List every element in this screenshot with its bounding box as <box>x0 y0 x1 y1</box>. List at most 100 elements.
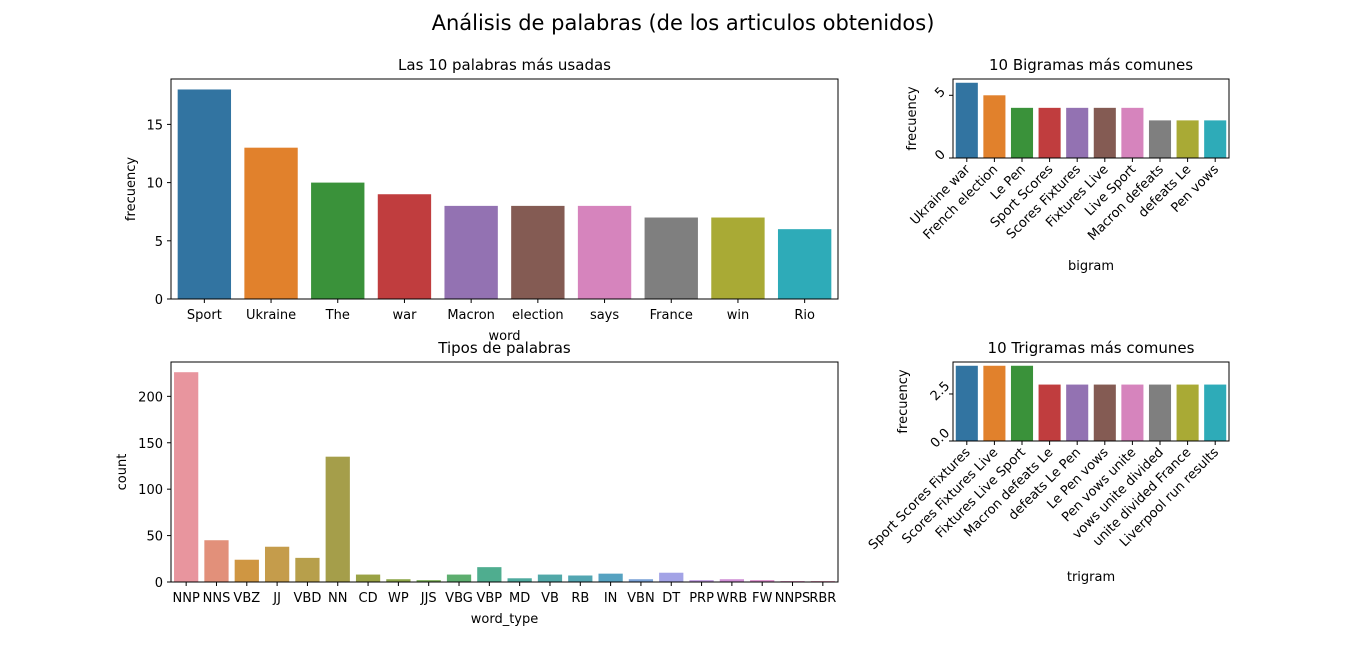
bar <box>416 580 441 582</box>
bar <box>1038 107 1061 158</box>
chart-title: Las 10 palabras más usadas <box>398 56 611 74</box>
x-tick-label: JJS <box>420 591 437 606</box>
y-tick-label: 10 <box>146 177 163 192</box>
bar <box>477 567 502 582</box>
x-tick-label: says <box>590 308 619 323</box>
chart-title: 10 Trigramas más comunes <box>988 339 1195 357</box>
y-tick-label: 0 <box>155 293 163 308</box>
y-tick-label: 200 <box>138 390 163 405</box>
x-tick-label: NNPS <box>775 591 811 606</box>
bar <box>983 365 1006 441</box>
bar <box>750 580 775 582</box>
bar <box>1066 107 1089 158</box>
x-tick-label: Macron <box>447 308 495 323</box>
bar <box>777 229 832 299</box>
x-tick-label: JJ <box>272 591 281 606</box>
x-axis-label: word <box>489 329 521 344</box>
x-tick-label: WRB <box>716 591 747 606</box>
x-tick-label: NNS <box>203 591 231 606</box>
x-tick-label: DT <box>662 591 680 606</box>
y-axis-label: frecuency <box>905 86 920 150</box>
bar <box>295 557 320 582</box>
bar <box>1148 120 1172 158</box>
bar <box>1093 384 1116 441</box>
bar <box>507 578 532 582</box>
y-axis-label: frecuency <box>896 369 911 433</box>
bar <box>644 217 698 299</box>
x-axis-label: bigram <box>1068 259 1114 274</box>
x-tick-label: VBD <box>294 591 322 606</box>
y-tick-label: 100 <box>138 483 163 498</box>
x-tick-label: The <box>325 308 350 323</box>
x-tick-label: VB <box>541 591 559 606</box>
y-tick-label: 2.5 <box>928 379 953 404</box>
bar <box>1148 384 1172 441</box>
x-tick-label: Sport <box>187 308 222 323</box>
axes-frame <box>170 78 839 300</box>
chart-top-words: Sport Ukraine The war Macron election says Fran… <box>124 56 839 344</box>
bar <box>244 147 298 299</box>
x-tick-label: VBN <box>627 591 655 606</box>
bar <box>1176 384 1199 441</box>
y-tick-label: 5 <box>155 235 163 250</box>
bar <box>264 546 290 582</box>
bar <box>1010 107 1034 158</box>
x-tick-label: MD <box>509 591 530 606</box>
bar <box>628 579 654 582</box>
bar <box>311 182 365 299</box>
y-tick-label: 0.0 <box>928 426 953 451</box>
bar <box>325 456 350 582</box>
x-tick-label: VBZ <box>233 591 260 606</box>
bar <box>689 580 714 582</box>
chart-title: Tipos de palabras <box>437 339 571 357</box>
x-axis-label: word_type <box>471 612 539 627</box>
bar <box>983 95 1006 158</box>
x-tick-label: France <box>650 308 693 323</box>
y-tick-label: 50 <box>146 530 163 545</box>
bar <box>1204 384 1227 441</box>
y-axis-label: count <box>115 454 130 491</box>
bar <box>234 559 259 582</box>
bar <box>1204 120 1227 158</box>
bar <box>355 574 381 582</box>
chart-title: 10 Bigramas más comunes <box>989 56 1193 74</box>
y-tick-label: 0 <box>155 576 163 591</box>
x-tick-label: election <box>512 308 564 323</box>
bar <box>1038 384 1061 441</box>
bar <box>177 89 232 299</box>
figure-suptitle: Análisis de palabras (de los articulos o… <box>432 11 935 35</box>
bar <box>955 365 978 441</box>
bar <box>377 194 432 299</box>
y-tick-label: 150 <box>138 437 163 452</box>
x-tick-label: PRP <box>689 591 714 606</box>
bar <box>204 540 229 582</box>
x-tick-label: Rio <box>794 308 815 323</box>
x-tick-label: WP <box>388 591 409 606</box>
x-tick-label: VBP <box>477 591 503 606</box>
bar <box>659 572 684 582</box>
x-tick-label: RBR <box>809 591 836 606</box>
bar <box>598 573 623 582</box>
bar <box>1010 365 1034 441</box>
x-tick-label: RB <box>571 591 589 606</box>
axes-frame <box>952 361 1230 442</box>
x-tick-label: FW <box>752 591 772 606</box>
bar <box>1121 384 1144 441</box>
x-tick-label: Ukraine <box>246 308 296 323</box>
bar <box>511 205 565 299</box>
x-tick-label: war <box>392 308 417 323</box>
y-tick-label: 15 <box>146 118 163 133</box>
x-tick-label: IN <box>604 591 618 606</box>
y-axis-label: frecuency <box>124 157 139 221</box>
bar <box>446 574 472 582</box>
x-tick-label: NN <box>328 591 347 606</box>
bar <box>711 217 765 299</box>
x-tick-label: win <box>727 308 749 323</box>
bar <box>1066 384 1089 441</box>
bar <box>444 205 498 299</box>
bar <box>577 205 632 299</box>
bar <box>1176 120 1199 158</box>
